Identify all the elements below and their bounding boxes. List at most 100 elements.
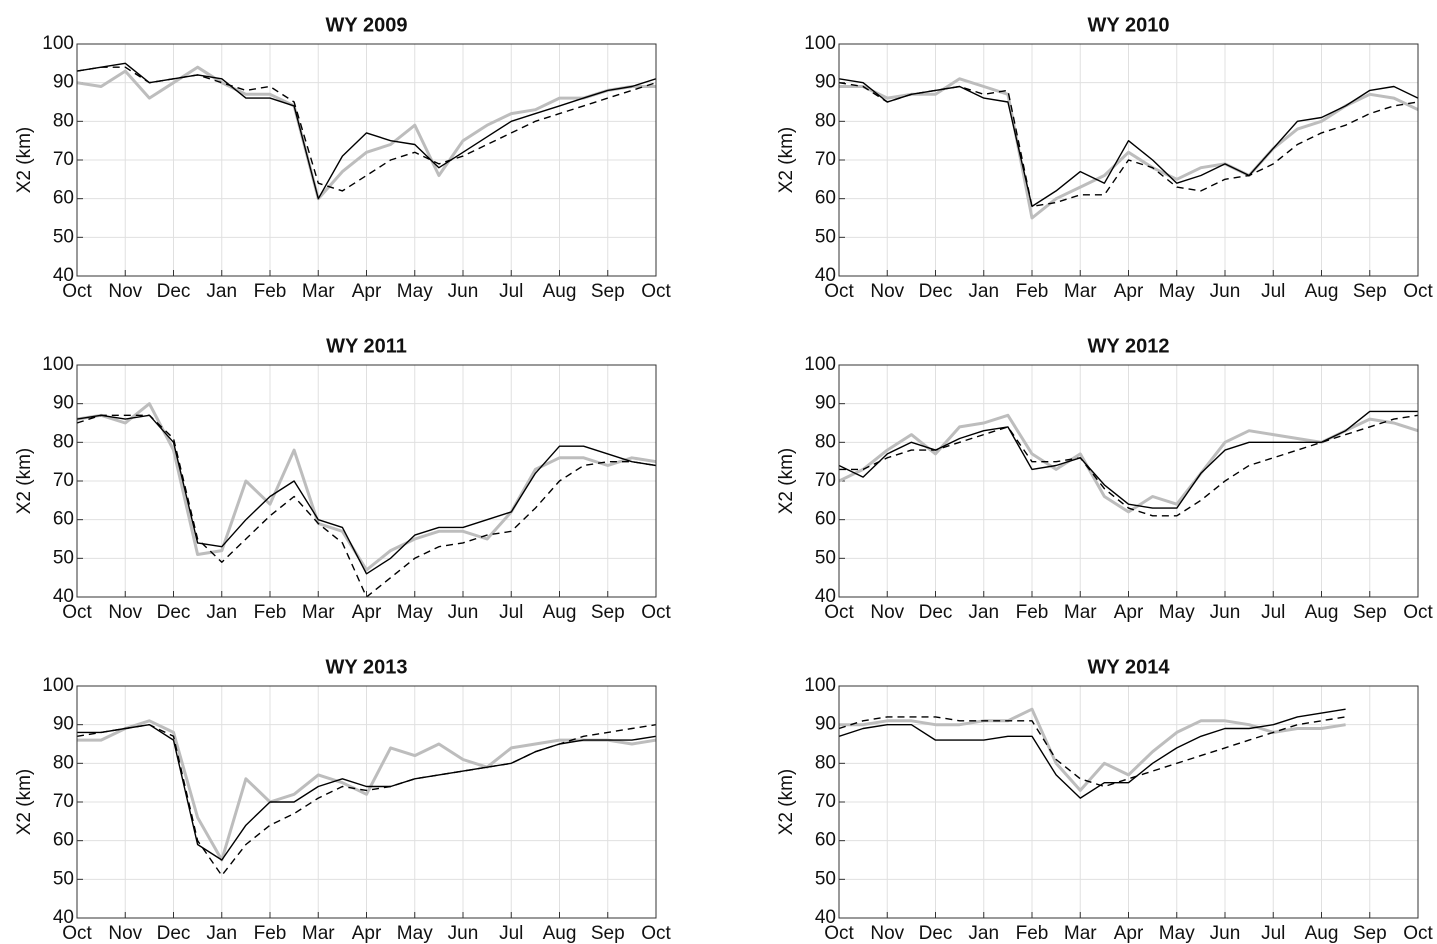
y-tick-label: 90: [53, 714, 74, 735]
x-tick-label: Aug: [1305, 923, 1339, 944]
y-tick-label: 40: [815, 907, 836, 928]
y-tick-label: 50: [53, 226, 74, 247]
y-axis-label: X2 (km): [776, 769, 797, 836]
x-tick-label: Mar: [1064, 602, 1097, 623]
y-tick-label: 80: [815, 110, 836, 131]
x-tick-label: Mar: [302, 923, 335, 944]
x-tick-label: May: [397, 602, 433, 623]
x-tick-label: Feb: [1016, 281, 1049, 302]
x-tick-label: Apr: [352, 602, 382, 623]
chart-title: WY 2011: [326, 335, 407, 357]
chart-title: WY 2012: [1088, 335, 1170, 357]
x-tick-label: Sep: [591, 602, 625, 623]
y-tick-label: 80: [53, 431, 74, 452]
x-tick-label: May: [1159, 281, 1195, 302]
series-group: [839, 707, 1346, 799]
x-tick-label: Oct: [641, 923, 671, 944]
x-tick-label: Nov: [108, 602, 142, 623]
x-tick-label: Aug: [543, 602, 577, 623]
y-tick-label: 80: [53, 752, 74, 773]
y-axis-label: X2 (km): [776, 448, 797, 515]
y-axis-label: X2 (km): [776, 127, 797, 194]
y-tick-label: 60: [815, 509, 836, 530]
y-tick-label: 40: [53, 586, 74, 607]
series-line: [839, 82, 1418, 208]
x-tick-label: Oct: [641, 602, 671, 623]
x-tick-label: Dec: [919, 602, 953, 623]
x-tick-label: Jul: [499, 281, 523, 302]
y-tick-label: 100: [804, 354, 836, 375]
y-tick-label: 70: [53, 470, 74, 491]
x-tick-label: Aug: [1305, 602, 1339, 623]
series-group: [839, 410, 1418, 517]
y-tick-label: 70: [815, 791, 836, 812]
x-tick-label: Oct: [1403, 602, 1433, 623]
x-tick-label: Apr: [1114, 923, 1144, 944]
x-tick-label: Oct: [1403, 281, 1433, 302]
x-tick-label: Jan: [968, 281, 999, 302]
y-tick-label: 70: [815, 149, 836, 170]
x-tick-label: Nov: [870, 923, 904, 944]
x-tick-label: Jan: [206, 602, 237, 623]
x-tick-label: Dec: [157, 602, 191, 623]
x-tick-label: Oct: [62, 602, 92, 623]
x-tick-label: Nov: [870, 281, 904, 302]
x-tick-label: Feb: [254, 281, 287, 302]
x-tick-label: Dec: [919, 281, 953, 302]
x-tick-label: Sep: [591, 923, 625, 944]
y-tick-label: 100: [804, 675, 836, 696]
y-tick-label: 40: [53, 907, 74, 928]
series-line: [77, 414, 656, 597]
series-group: [77, 719, 656, 877]
x-tick-label: Oct: [62, 281, 92, 302]
y-tick-label: 60: [815, 830, 836, 851]
y-tick-label: 60: [53, 188, 74, 209]
x-tick-label: Jun: [1210, 281, 1241, 302]
y-tick-label: 90: [815, 393, 836, 414]
x-tick-label: Feb: [1016, 923, 1049, 944]
x-tick-label: Nov: [870, 602, 904, 623]
y-tick-label: 50: [53, 547, 74, 568]
x-tick-label: Jun: [448, 923, 479, 944]
y-tick-label: 90: [53, 72, 74, 93]
y-tick-label: 100: [42, 354, 74, 375]
y-tick-label: 70: [53, 791, 74, 812]
x-tick-label: May: [397, 923, 433, 944]
chart-title: WY 2010: [1088, 14, 1170, 36]
x-tick-label: Apr: [1114, 281, 1144, 302]
x-tick-label: Oct: [824, 281, 854, 302]
y-axis-label: X2 (km): [14, 448, 35, 515]
series-line: [839, 77, 1418, 220]
y-tick-label: 80: [815, 431, 836, 452]
y-tick-label: 90: [815, 714, 836, 735]
x-tick-label: Dec: [157, 281, 191, 302]
x-tick-label: Jan: [968, 602, 999, 623]
y-tick-label: 50: [815, 547, 836, 568]
y-tick-label: 70: [53, 149, 74, 170]
x-tick-label: May: [397, 281, 433, 302]
y-tick-label: 50: [53, 868, 74, 889]
x-tick-label: Feb: [254, 923, 287, 944]
series-line: [77, 724, 656, 877]
axes-frame: [838, 43, 1419, 277]
x-tick-label: Jul: [499, 923, 523, 944]
x-tick-label: Jun: [1210, 923, 1241, 944]
x-tick-label: Apr: [1114, 602, 1144, 623]
y-tick-label: 50: [815, 226, 836, 247]
x-tick-label: Oct: [824, 602, 854, 623]
chart-title: WY 2013: [326, 656, 408, 678]
x-tick-label: Nov: [108, 923, 142, 944]
x-tick-label: Aug: [543, 923, 577, 944]
x-tick-label: Mar: [302, 602, 335, 623]
x-tick-label: Jul: [1261, 923, 1285, 944]
series-line: [839, 708, 1346, 799]
y-tick-label: 80: [53, 110, 74, 131]
x-tick-label: Oct: [641, 281, 671, 302]
series-line: [839, 707, 1346, 792]
series-line: [77, 719, 656, 862]
y-tick-label: 40: [53, 265, 74, 286]
y-axis-label: X2 (km): [14, 769, 35, 836]
series-line: [839, 414, 1418, 517]
x-tick-label: Sep: [1353, 923, 1387, 944]
